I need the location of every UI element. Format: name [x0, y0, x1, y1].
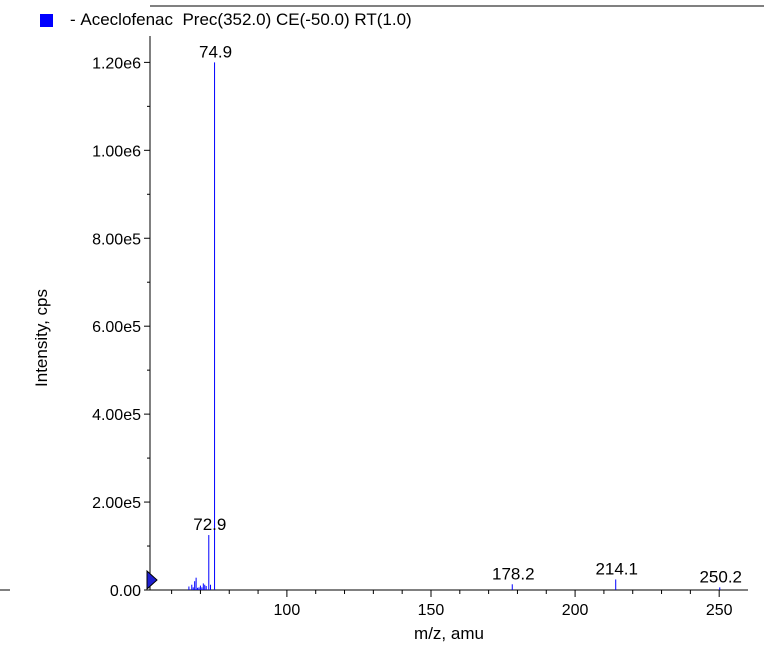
y-tick-label: 1.20e6: [92, 55, 141, 72]
y-tick-label: 8.00e5: [92, 231, 141, 248]
peak-label: 214.1: [595, 559, 638, 578]
peak-label: 74.9: [199, 42, 232, 61]
peak-label: 178.2: [492, 564, 535, 583]
baseline-marker-icon: [146, 569, 158, 591]
peak-label: 250.2: [699, 567, 742, 586]
legend-label: Aceclofenac Prec(352.0) CE(-50.0) RT(1.0…: [80, 10, 412, 29]
y-tick-label: 0.00: [110, 583, 141, 600]
y-tick-label: 2.00e5: [92, 495, 141, 512]
x-tick-label: 150: [418, 602, 445, 619]
legend-marker: -: [70, 10, 81, 29]
y-axis-title: Intensity, cps: [32, 289, 51, 387]
x-tick-label: 100: [274, 602, 301, 619]
legend: - Aceclofenac Prec(352.0) CE(-50.0) RT(1…: [40, 10, 412, 30]
peak-label: 72.9: [193, 515, 226, 534]
x-tick-label: 200: [562, 602, 589, 619]
peak-labels: 74.9 72.9 178.2 214.1 250.2: [193, 42, 742, 586]
x-axis-title: m/z, amu: [414, 624, 484, 643]
x-axis-ticks: 100 150 200 250: [171, 590, 733, 619]
y-axis-ticks: 0.00 2.00e5 4.00e5 6.00e5 8.00e5 1.00e6 1.20e6: [92, 55, 150, 600]
legend-swatch: [40, 13, 53, 27]
y-tick-label: 6.00e5: [92, 319, 141, 336]
x-tick-label: 250: [706, 602, 733, 619]
y-tick-label: 1.00e6: [92, 143, 141, 160]
spectrum-peaks: [188, 62, 721, 590]
y-tick-label: 4.00e5: [92, 407, 141, 424]
